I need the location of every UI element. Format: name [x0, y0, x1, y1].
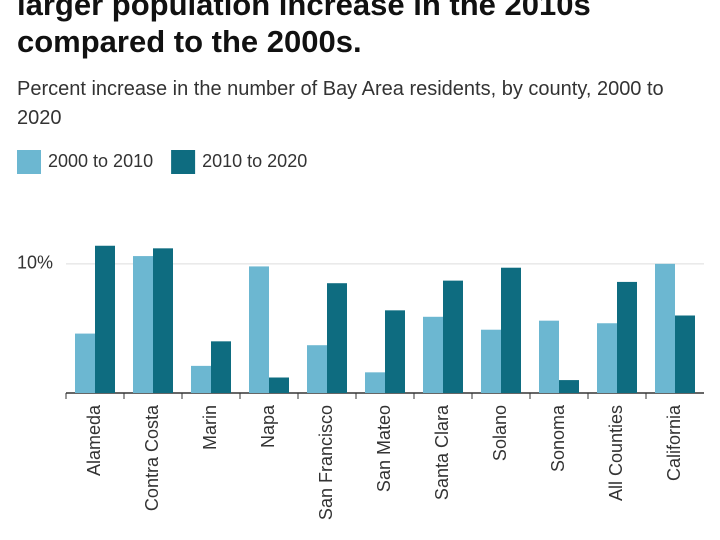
bar [597, 323, 617, 393]
bar [655, 263, 675, 393]
bar [75, 333, 95, 393]
bar [423, 316, 443, 393]
bar [153, 248, 173, 393]
chart-subtitle: Percent increase in the number of Bay Ar… [17, 78, 664, 129]
bar [249, 266, 269, 393]
bar [211, 341, 231, 393]
legend-label: 2010 to 2020 [202, 151, 307, 171]
y-tick-label: 10% [17, 253, 53, 273]
x-tick-label: Alameda [84, 404, 104, 476]
header: larger population increase in the 2010s … [17, 0, 707, 133]
bar [95, 245, 115, 393]
x-tick-label: Contra Costa [142, 404, 162, 511]
x-tick-label: All Counties [606, 405, 626, 501]
chart-title: larger population increase in the 2010s … [17, 0, 591, 59]
legend-swatch [171, 150, 196, 174]
bar [191, 365, 211, 393]
bar [539, 320, 559, 393]
legend-swatch [17, 150, 41, 174]
bar [307, 345, 327, 393]
bar [675, 315, 695, 393]
bar [327, 283, 347, 393]
bar [481, 329, 501, 393]
bar [617, 281, 637, 393]
bar [365, 372, 385, 393]
x-tick-label: Marin [200, 405, 220, 450]
bar [559, 380, 579, 393]
x-tick-label: San Mateo [374, 405, 394, 492]
bar [501, 267, 521, 393]
x-tick-label: California [664, 404, 684, 481]
x-tick-label: Solano [490, 405, 510, 461]
bar [443, 280, 463, 393]
bar [269, 377, 289, 393]
bar [385, 310, 405, 393]
legend-label: 2000 to 2010 [48, 151, 153, 171]
bar [133, 256, 153, 393]
x-tick-label: Sonoma [548, 404, 568, 472]
x-tick-label: Napa [258, 404, 278, 448]
x-tick-label: Santa Clara [432, 404, 452, 500]
x-tick-label: San Francisco [316, 405, 336, 520]
